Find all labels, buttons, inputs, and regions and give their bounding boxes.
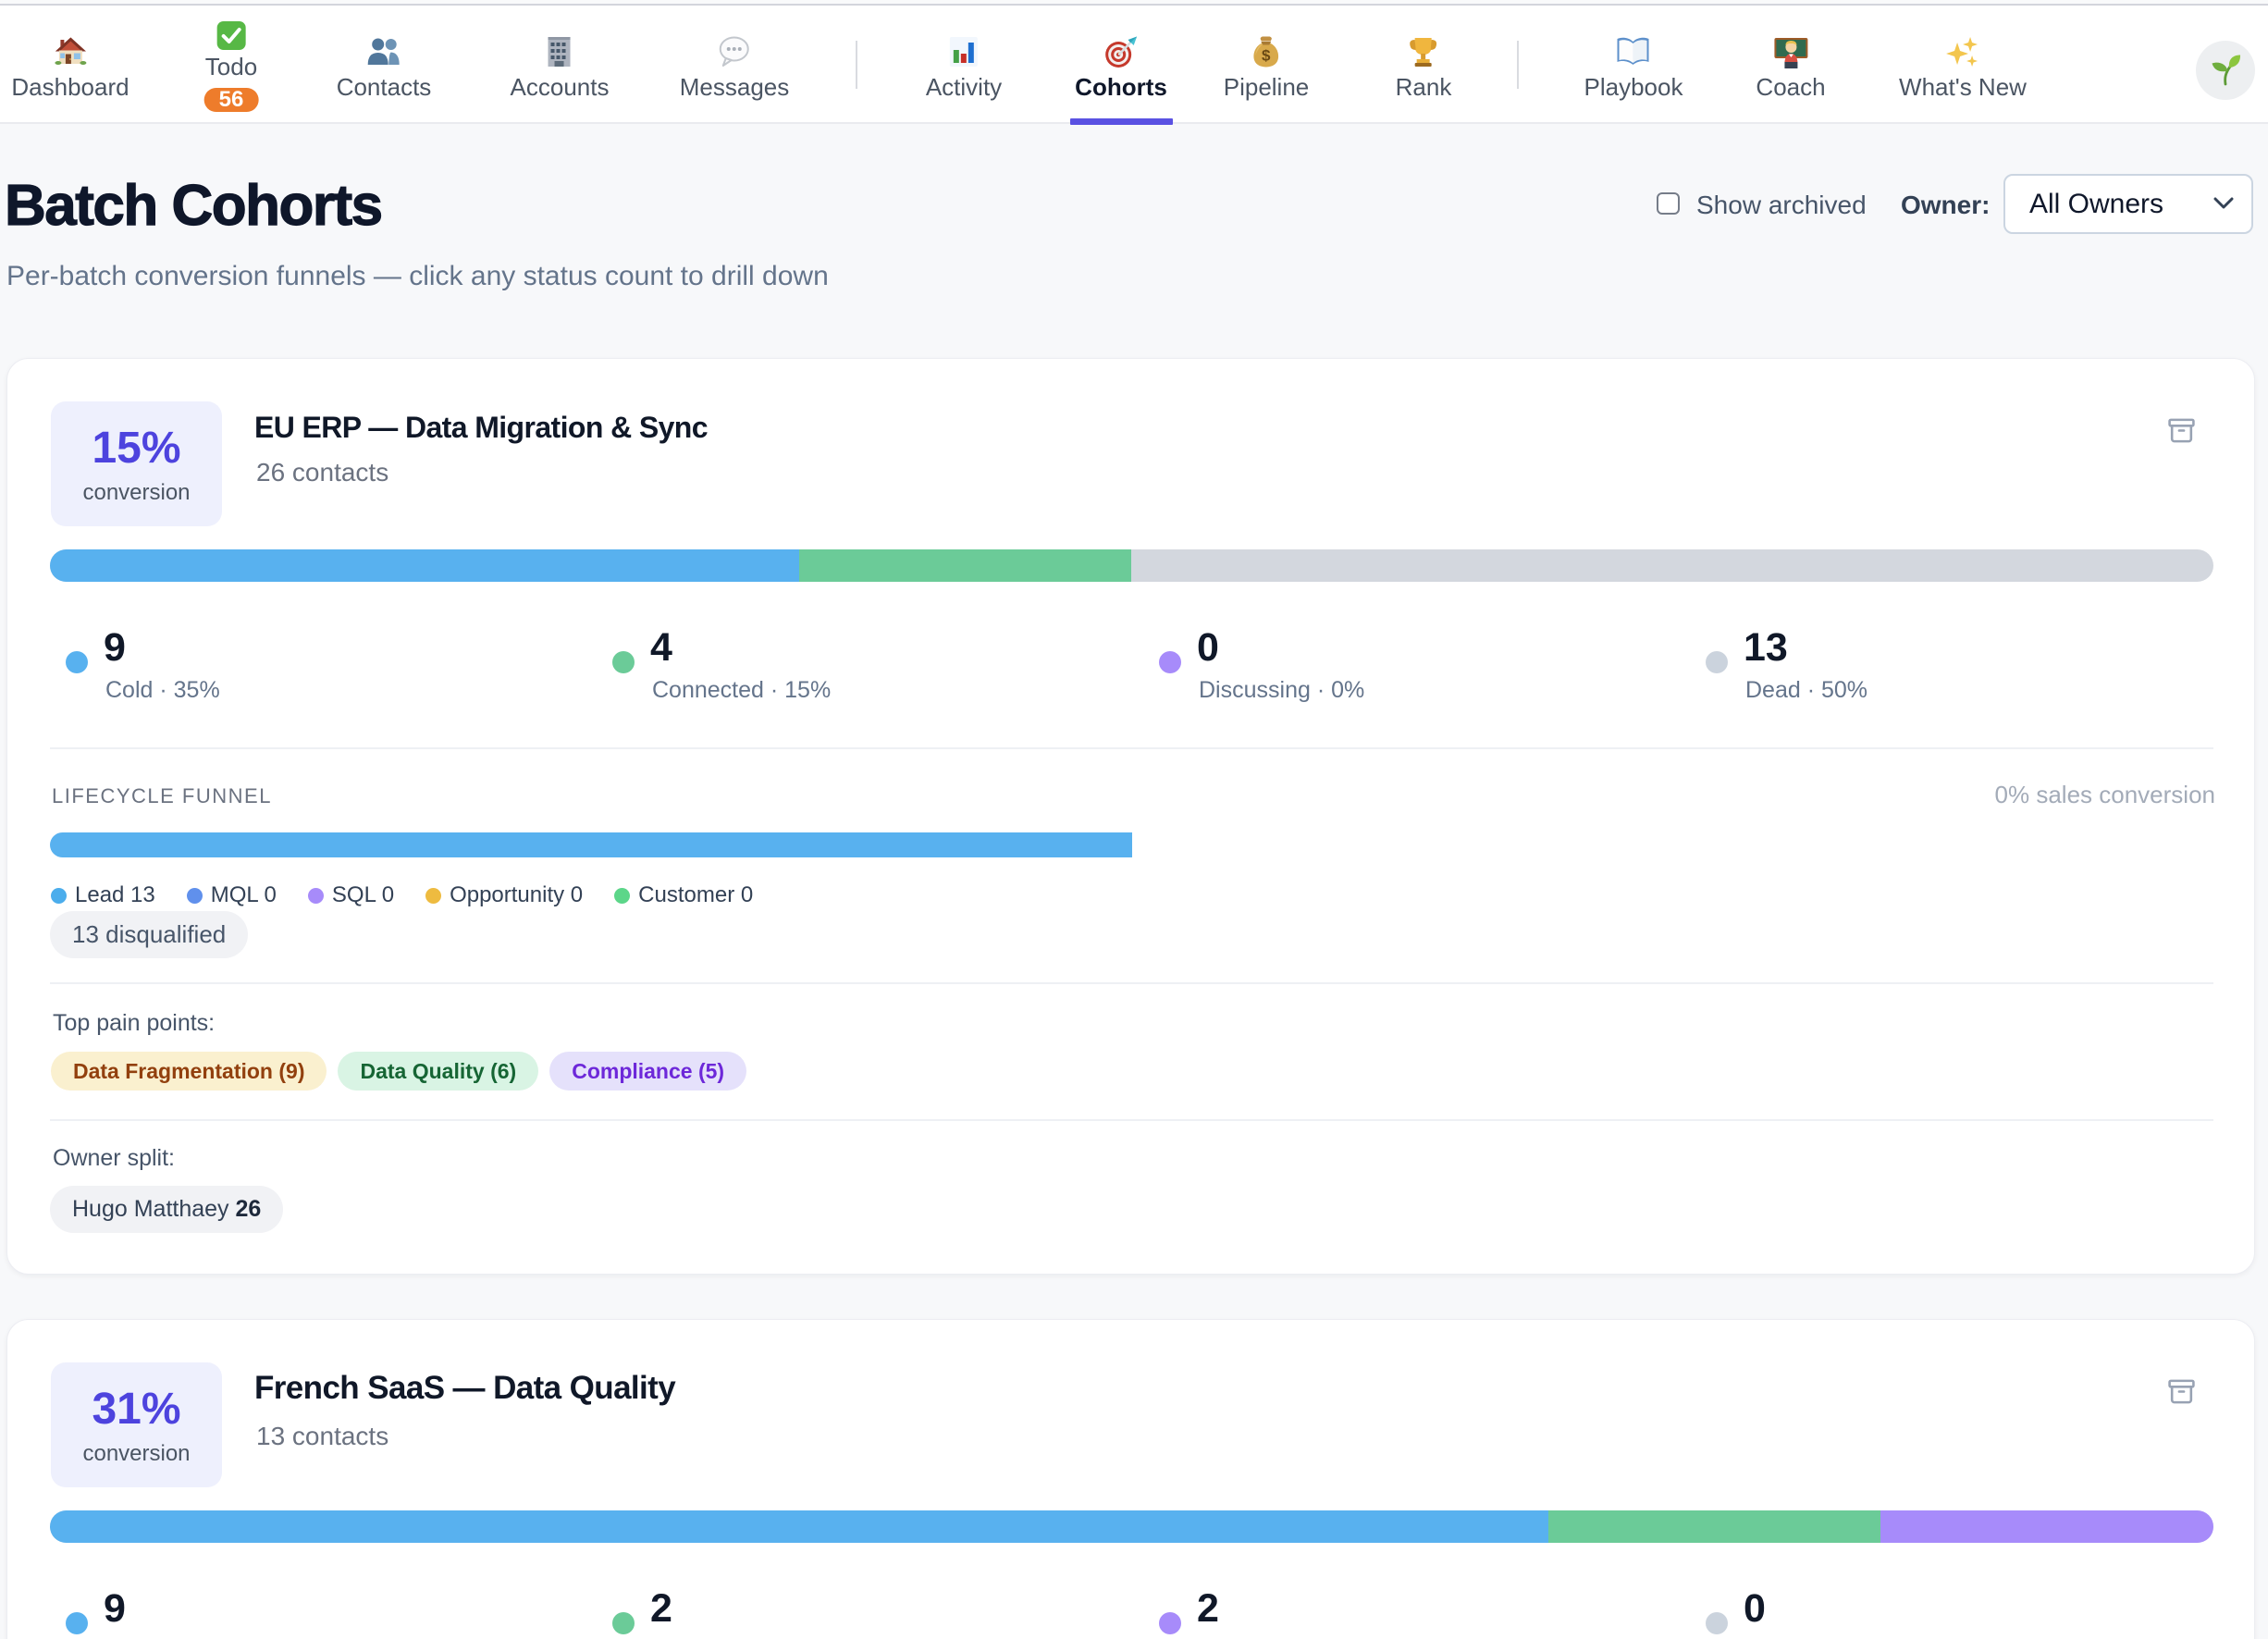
svg-text:$: $ <box>1262 47 1271 65</box>
